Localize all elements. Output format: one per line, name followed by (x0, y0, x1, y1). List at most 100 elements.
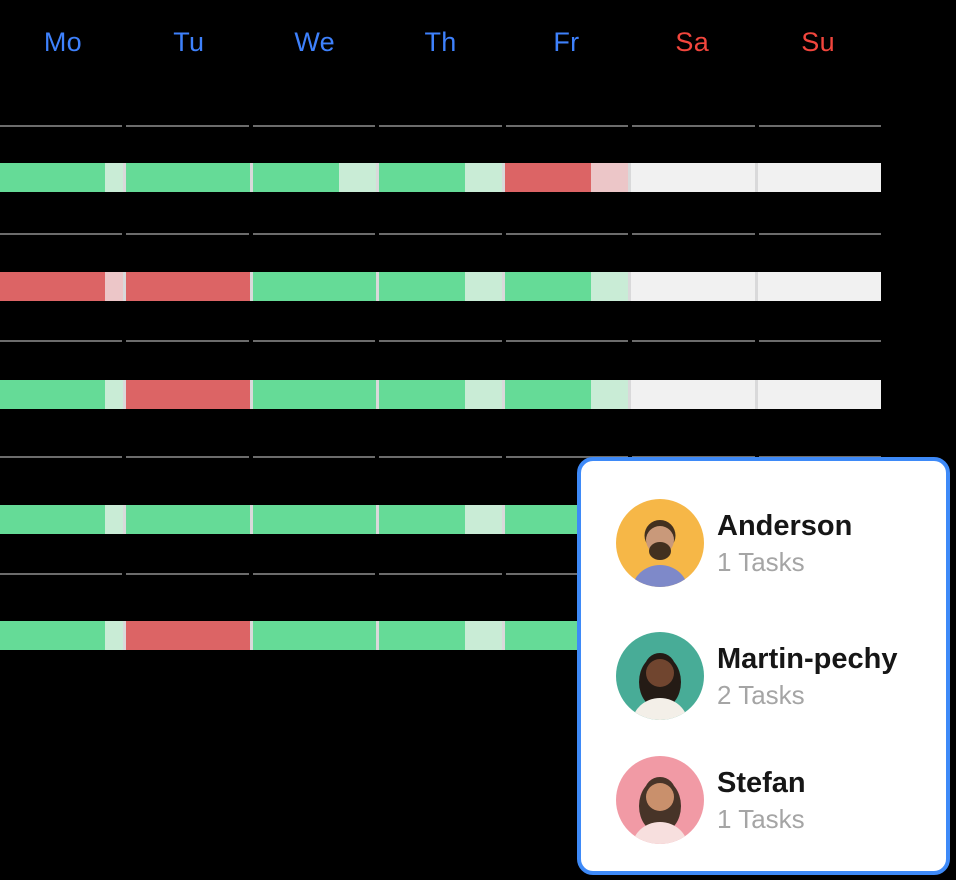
week-5-day-cell-th[interactable] (378, 621, 503, 650)
week-3-day-cell-fr[interactable] (505, 380, 629, 409)
progress-segment-missed-light (591, 163, 629, 192)
week-3-day-cell-su[interactable] (757, 380, 881, 409)
week-3-day-cell-we[interactable] (252, 380, 376, 409)
member-info: Martin-pechy 2 Tasks (717, 642, 897, 710)
week-1-day-cell-tu[interactable] (126, 163, 250, 192)
weekday-header: Mo Tu We Th Fr Sa Su (0, 26, 881, 58)
separator-segment (0, 340, 123, 342)
progress-segment-done-light (338, 163, 376, 192)
progress-segment-missed (0, 272, 105, 301)
row-separator-week-1 (0, 125, 881, 127)
member-name: Anderson (717, 510, 853, 542)
separator-segment (505, 233, 629, 235)
week-2-day-cell-tu[interactable] (126, 272, 250, 301)
progress-segment-empty (757, 272, 881, 301)
week-4-day-cell-tu[interactable] (126, 505, 250, 534)
member-row-martin-pechy: Martin-pechy 2 Tasks (616, 632, 946, 720)
progress-segment-done (252, 505, 376, 534)
progress-segment-done-light (104, 621, 124, 650)
separator-segment (505, 340, 629, 342)
progress-segment-missed (126, 272, 250, 301)
member-task-count: 1 Tasks (717, 804, 805, 834)
progress-segment-done (505, 380, 592, 409)
progress-segment-done (378, 272, 466, 301)
weekday-label-tu: Tu (173, 27, 205, 57)
separator-segment (126, 125, 249, 127)
separator-segment (252, 233, 376, 235)
separator-segment (632, 233, 755, 235)
row-separator-week-2 (0, 233, 881, 235)
separator-segment (0, 573, 123, 575)
week-1-day-cell-th[interactable] (378, 163, 503, 192)
progress-segment-empty (631, 163, 755, 192)
progress-segment-done-light (465, 380, 503, 409)
week-3-day-cell-mo[interactable] (0, 380, 124, 409)
weekday-label-fr: Fr (553, 27, 580, 57)
separator-segment (126, 340, 249, 342)
separator-segment (758, 340, 881, 342)
member-row-anderson: Anderson 1 Tasks (616, 499, 946, 587)
week-5-day-cell-we[interactable] (252, 621, 376, 650)
weekday-label-sa: Sa (675, 27, 710, 57)
progress-segment-done (252, 272, 376, 301)
progress-segment-done-light (104, 163, 124, 192)
separator-segment (758, 233, 881, 235)
week-4-day-cell-we[interactable] (252, 505, 376, 534)
progress-segment-done-light (591, 272, 629, 301)
progress-segment-done-light (104, 505, 124, 534)
week-1-day-cell-fr[interactable] (505, 163, 629, 192)
separator-segment (0, 233, 123, 235)
progress-bar-week-1 (0, 163, 881, 192)
weekday-label-th: Th (424, 27, 457, 57)
week-1-day-cell-mo[interactable] (0, 163, 124, 192)
progress-segment-done (378, 621, 466, 650)
separator-segment (379, 233, 502, 235)
progress-segment-done-light (465, 272, 503, 301)
week-5-day-cell-mo[interactable] (0, 621, 124, 650)
separator-segment (505, 125, 629, 127)
avatar-bearded-man (616, 499, 704, 587)
week-1-day-cell-we[interactable] (252, 163, 376, 192)
progress-segment-done (0, 505, 105, 534)
separator-segment (632, 340, 755, 342)
week-2-day-cell-sa[interactable] (631, 272, 755, 301)
assignees-tooltip: Anderson 1 Tasks Martin-pechy 2 Tasks Stefan… (577, 457, 950, 875)
week-3-day-cell-tu[interactable] (126, 380, 250, 409)
week-2-day-cell-su[interactable] (757, 272, 881, 301)
progress-segment-done-light (591, 380, 629, 409)
progress-segment-done (126, 505, 250, 534)
weekday-label-we: We (294, 27, 335, 57)
week-5-day-cell-tu[interactable] (126, 621, 250, 650)
separator-segment (0, 125, 123, 127)
week-2-day-cell-fr[interactable] (505, 272, 629, 301)
progress-segment-done-light (104, 380, 124, 409)
member-task-count: 2 Tasks (717, 680, 805, 710)
progress-segment-done (252, 163, 339, 192)
week-1-day-cell-su[interactable] (757, 163, 881, 192)
row-separator-week-3 (0, 340, 881, 342)
progress-segment-done (0, 163, 105, 192)
week-3-day-cell-th[interactable] (378, 380, 503, 409)
week-4-day-cell-mo[interactable] (0, 505, 124, 534)
avatar-laughing-woman (616, 756, 704, 844)
separator-segment (505, 456, 629, 458)
member-task-count: 1 Tasks (717, 547, 805, 577)
progress-segment-missed (126, 621, 250, 650)
member-name: Stefan (717, 767, 806, 799)
week-2-day-cell-we[interactable] (252, 272, 376, 301)
separator-segment (505, 573, 629, 575)
week-2-day-cell-mo[interactable] (0, 272, 124, 301)
progress-bar-week-2 (0, 272, 881, 301)
separator-segment (0, 456, 123, 458)
progress-segment-empty (757, 380, 881, 409)
week-2-day-cell-th[interactable] (378, 272, 503, 301)
member-name: Martin-pechy (717, 643, 898, 675)
progress-segment-missed-light (104, 272, 124, 301)
separator-segment (758, 125, 881, 127)
week-4-day-cell-th[interactable] (378, 505, 503, 534)
progress-segment-done (252, 621, 376, 650)
progress-segment-done (0, 621, 105, 650)
week-1-day-cell-sa[interactable] (631, 163, 755, 192)
week-3-day-cell-sa[interactable] (631, 380, 755, 409)
